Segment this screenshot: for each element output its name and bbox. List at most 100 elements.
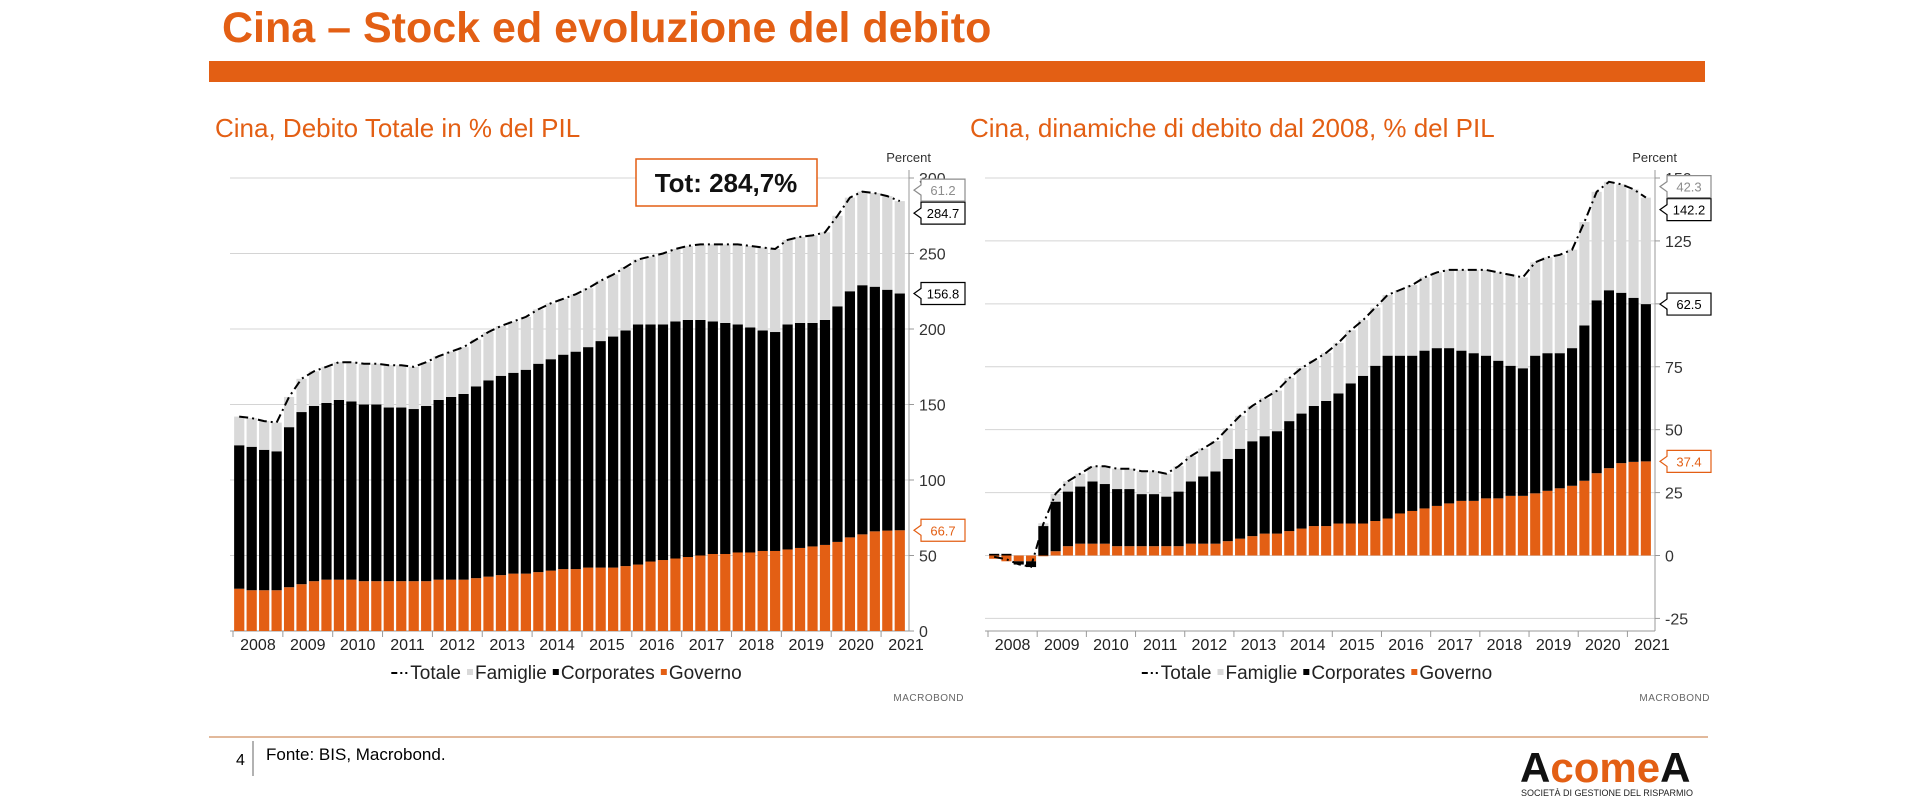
bar [1542, 353, 1553, 491]
x-tick-label: 2017 [1437, 637, 1473, 654]
bar [1603, 468, 1615, 556]
bar [246, 446, 257, 591]
bar [308, 581, 320, 631]
bar [1284, 421, 1295, 532]
bar [807, 322, 818, 547]
bar [807, 235, 818, 323]
bar [1567, 249, 1578, 349]
bar [283, 396, 295, 428]
end-label-box [912, 281, 966, 306]
bar [1579, 480, 1590, 556]
bar [794, 322, 806, 548]
bar [234, 445, 245, 589]
bar [1112, 489, 1123, 547]
bar [1222, 541, 1233, 556]
legend-label: Famiglie [475, 663, 547, 684]
bar [657, 324, 669, 561]
bar [695, 555, 706, 631]
bar [383, 407, 394, 582]
bar [1161, 473, 1172, 497]
bar [1124, 468, 1135, 490]
bar [1480, 269, 1492, 356]
legend: Totale Famiglie Corporates Governo [1141, 663, 1492, 684]
legend-label: Famiglie [1226, 663, 1298, 684]
bar [246, 590, 257, 631]
bar [408, 581, 419, 631]
bar [1259, 533, 1270, 556]
bar [1038, 526, 1049, 556]
source-note: Fonte: BIS, Macrobond. [266, 745, 446, 764]
end-label-box [912, 518, 966, 542]
bar [682, 245, 694, 320]
chart-title: Cina, Debito Totale in % del PIL [215, 113, 580, 143]
bar [707, 244, 718, 322]
bar [1161, 496, 1172, 547]
bar [770, 550, 781, 631]
bar [1198, 543, 1209, 556]
bar [445, 396, 457, 580]
bar [333, 579, 345, 631]
bar [1468, 500, 1479, 556]
x-tick-label: 2014 [539, 637, 575, 654]
bar [1333, 393, 1344, 524]
x-tick-label: 2014 [1290, 637, 1326, 654]
bar [1259, 398, 1270, 437]
bar [869, 193, 880, 287]
bar [358, 581, 369, 631]
bar [1271, 390, 1283, 432]
page-number: 4 [236, 752, 245, 769]
bar [807, 546, 818, 631]
x-tick-label: 2017 [689, 637, 725, 654]
x-tick-label: 2012 [1192, 637, 1228, 654]
bar [545, 570, 556, 631]
bar [1505, 365, 1516, 496]
bar [832, 215, 843, 307]
bar [1062, 481, 1073, 492]
bar [1370, 365, 1381, 522]
x-tick-label: 2021 [1634, 637, 1670, 654]
bar [1530, 262, 1541, 356]
y-tick-label: 0 [919, 624, 928, 641]
x-tick-label: 2010 [340, 637, 376, 654]
end-label: 284.7 [927, 206, 960, 221]
end-label-box [1658, 449, 1712, 473]
bar [857, 285, 868, 535]
bar [894, 293, 905, 531]
legend-marker [1303, 669, 1310, 675]
bar [770, 248, 781, 333]
bar [470, 386, 482, 579]
bar [1235, 448, 1246, 539]
bar [259, 590, 270, 631]
bar [558, 569, 569, 631]
bar [1062, 491, 1073, 547]
bar [620, 267, 631, 331]
end-label-box [1658, 292, 1712, 316]
bar [1247, 441, 1258, 537]
bar [832, 541, 843, 631]
bar [396, 407, 407, 582]
bar [707, 553, 718, 631]
annotation: Tot: 284,7% [655, 168, 798, 198]
bar [533, 572, 544, 631]
end-label: 37.4 [1676, 454, 1701, 469]
bar [1050, 501, 1061, 552]
bar [583, 347, 594, 568]
y-tick-label: 50 [1665, 423, 1683, 440]
bar [720, 553, 731, 631]
bar [1603, 181, 1615, 291]
bar [1419, 350, 1430, 509]
bar [1419, 508, 1430, 556]
bar [1222, 428, 1233, 459]
bar [1259, 436, 1270, 534]
bar [433, 579, 444, 631]
bar [1345, 383, 1356, 524]
bar [720, 244, 731, 323]
legend: Totale Famiglie Corporates Governo [391, 663, 742, 684]
bar [346, 362, 357, 402]
bar [1603, 290, 1615, 469]
bar [271, 590, 282, 631]
bar [1456, 350, 1467, 501]
bar [271, 451, 282, 591]
